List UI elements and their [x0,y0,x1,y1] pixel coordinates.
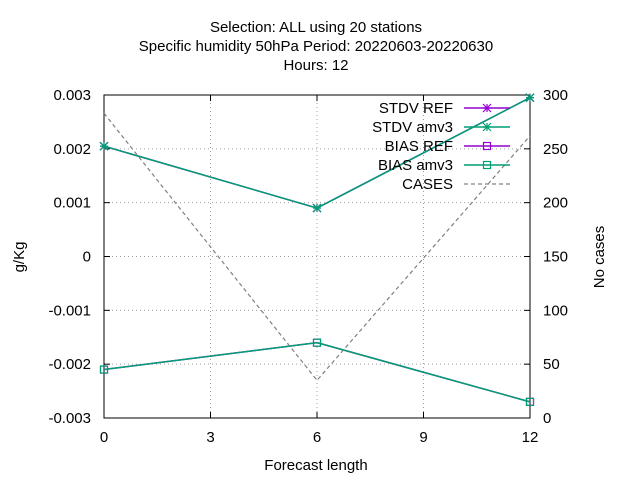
star-stroke [482,103,492,113]
x-axis-label: Forecast length [264,457,367,474]
legend-marker [482,160,492,170]
series-bias-amv3 [99,338,535,406]
series-line-bias-amv3 [103,341,531,403]
legend-item-stdv-amv3: STDV amv3 [372,119,510,136]
legend-marker [482,122,492,132]
data-series [99,93,535,406]
grid [104,95,530,418]
legend-label: BIAS REF [385,138,453,155]
data-point-bias-amv3 [99,365,109,374]
y2-tick-label: 300 [543,87,568,104]
y2-tick-label: 100 [543,302,568,319]
legend-marker [482,141,492,151]
y2-tick-label: 200 [543,195,568,212]
y2-tick-label: 250 [543,141,568,158]
chart-title: Selection: ALL using 20 stations Specifi… [139,19,493,74]
y-tick-label: -0.003 [48,410,91,427]
y2-axis-label: No cases [591,226,608,289]
x-tick-label: 6 [313,429,321,446]
title-line-3: Hours: 12 [283,57,348,74]
y2-tick-label: 50 [543,356,560,373]
y-tick-label: 0.003 [53,87,91,104]
y-axis-label: g/Kg [11,242,28,273]
legend: STDV REF STDV amv3 BIAS REF BIAS amv3 CASES [372,100,510,193]
data-point-bias-amv3 [312,338,322,347]
legend-label: CASES [402,176,453,193]
legend-item-stdv-ref: STDV REF [379,100,510,117]
data-point-stdv-amv3 [99,141,109,151]
legend-label: STDV amv3 [372,119,453,136]
star-stroke [99,141,109,151]
x-tick-label: 12 [522,429,539,446]
legend-marker [482,103,492,113]
legend-item-cases: CASES [402,176,510,193]
y-tick-label: 0.001 [53,195,91,212]
x-tick-label: 9 [419,429,427,446]
y-tick-label: -0.002 [48,356,91,373]
data-point-bias-amv3 [525,397,535,406]
legend-item-bias-amv3: BIAS amv3 [378,157,510,174]
x-tick-label: 0 [100,429,108,446]
series-stdv-amv3 [99,93,535,213]
star-stroke [312,203,322,213]
legend-item-bias-ref: BIAS REF [385,138,510,155]
axis-ticks: 0 3 6 9 12 0.003 0.002 0.001 0 -0.001 -0.002 -0.003… [48,87,568,446]
legend-label: BIAS amv3 [378,157,453,174]
y2-tick-label: 150 [543,249,568,266]
legend-label: STDV REF [379,100,453,117]
star-stroke [482,122,492,132]
data-point-stdv-amv3 [312,203,322,213]
y-tick-label: -0.001 [48,302,91,319]
series-cases [103,112,531,382]
y2-tick-label: 0 [543,410,551,427]
data-point-stdv-amv3 [525,93,535,103]
series-line-cases [103,112,531,382]
star-stroke [525,93,535,103]
title-line-2: Specific humidity 50hPa Period: 20220603… [139,38,493,55]
title-line-1: Selection: ALL using 20 stations [210,19,422,36]
x-tick-label: 3 [206,429,214,446]
y-tick-label: 0 [83,249,91,266]
y-tick-label: 0.002 [53,141,91,158]
